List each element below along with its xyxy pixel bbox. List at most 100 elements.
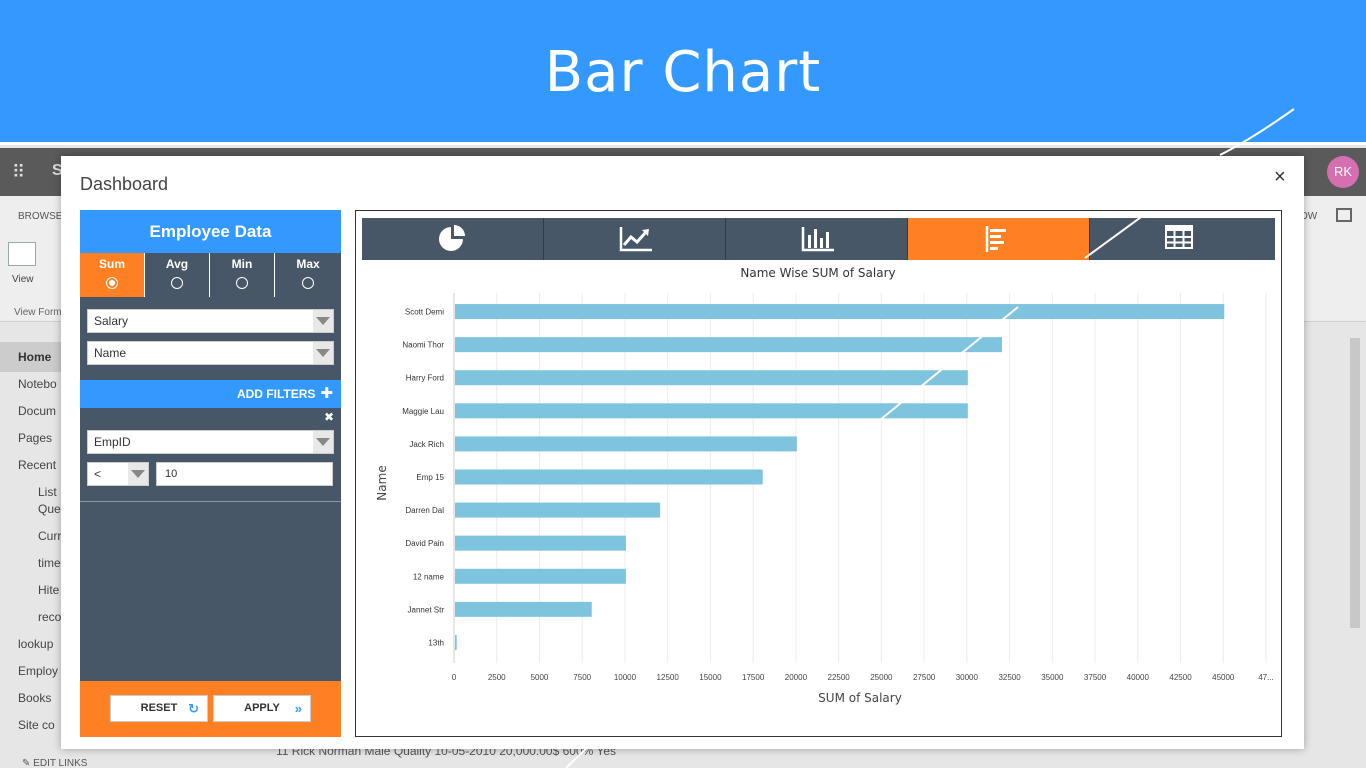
filter-operator-select[interactable]: < — [87, 462, 149, 486]
y-tick-label: Maggie Lau — [402, 407, 444, 416]
aggregation-min[interactable]: Min — [210, 253, 275, 297]
nav-item[interactable]: Books — [18, 691, 52, 705]
site-brand[interactable]: S — [52, 162, 63, 179]
radio-icon[interactable] — [236, 277, 248, 289]
x-tick-label: 45000 — [1212, 673, 1235, 682]
y-tick-label: Jannet Str — [408, 605, 445, 614]
aggregation-avg[interactable]: Avg — [145, 253, 210, 297]
dialog-title: Dashboard — [80, 174, 169, 194]
nav-item[interactable]: Notebo — [18, 377, 57, 391]
page-scrollbar[interactable] — [1350, 338, 1360, 628]
bar-chart-icon — [985, 226, 1006, 252]
x-tick-label: 15000 — [699, 673, 722, 682]
radio-icon[interactable] — [302, 277, 314, 289]
bar — [455, 634, 457, 650]
y-tick-label: Emp 15 — [416, 473, 444, 482]
nav-item[interactable]: Recent — [18, 458, 57, 472]
apply-label: APPLY — [244, 702, 280, 714]
nav-item-home[interactable]: Home — [0, 342, 62, 372]
panel-title: Employee Data — [80, 210, 341, 253]
focus-content-icon[interactable] — [1336, 208, 1352, 222]
nav-item[interactable]: Hite — [38, 583, 60, 597]
bar — [455, 535, 626, 551]
nav-item[interactable]: Pages — [18, 431, 53, 445]
radio-icon[interactable] — [171, 277, 183, 289]
aggregation-max[interactable]: Max — [275, 253, 341, 297]
x-tick-label: 0 — [452, 673, 457, 682]
chart-type-toolbar — [362, 218, 1275, 260]
banner-title: Bar Chart — [544, 40, 822, 105]
chart-panel: Name Wise SUM of Salary 0 2500 5000 7500 1000… — [355, 210, 1282, 737]
reset-button[interactable]: RESET ↻ — [110, 695, 208, 722]
bar-chart-button[interactable] — [908, 218, 1090, 260]
nav-item[interactable]: Curr — [38, 529, 62, 543]
nav-item[interactable]: Employ — [18, 664, 59, 678]
nav-item[interactable]: Docum — [18, 404, 57, 418]
table-view-button[interactable] — [1090, 218, 1275, 260]
add-filters-button[interactable]: ADD FILTERS ✚ — [80, 380, 341, 408]
value-field-value: Salary — [94, 314, 129, 328]
x-tick-label: 42500 — [1169, 673, 1192, 682]
chevron-down-icon[interactable] — [313, 342, 333, 364]
line-chart-button[interactable] — [544, 218, 726, 260]
banner: Bar Chart — [0, 0, 1366, 145]
x-tick-label: 27500 — [913, 673, 936, 682]
x-tick-label: 12500 — [657, 673, 680, 682]
nav-item[interactable]: lookup — [18, 637, 54, 651]
view-icon[interactable] — [8, 242, 36, 266]
nav-item[interactable]: Site co — [18, 718, 55, 732]
filter-field-select[interactable]: EmpID — [87, 430, 334, 454]
chevron-down-icon[interactable] — [313, 310, 333, 332]
y-tick-label: Jack Rich — [409, 440, 444, 449]
view-label[interactable]: View — [12, 274, 34, 285]
edit-links[interactable]: ✎ EDIT LINKS — [22, 758, 88, 768]
nav-item[interactable]: time — [38, 556, 61, 570]
y-tick-label: Darren Dal — [405, 506, 444, 515]
bar — [455, 601, 592, 617]
value-field-select[interactable]: Salary — [87, 309, 334, 333]
remove-filter-icon[interactable]: ✖ — [324, 410, 335, 424]
x-tick-label: 47... — [1258, 673, 1274, 682]
nav-item[interactable]: reco — [38, 610, 62, 624]
x-tick-label: 7500 — [573, 673, 591, 682]
close-icon[interactable]: × — [1274, 166, 1286, 188]
bar — [455, 337, 1003, 353]
apply-button[interactable]: APPLY » — [213, 695, 311, 722]
divider — [80, 501, 341, 502]
reset-label: RESET — [140, 702, 178, 714]
x-tick-label: 40000 — [1127, 673, 1150, 682]
bar — [455, 403, 968, 419]
nav-item[interactable]: Que — [38, 502, 61, 516]
x-tick-label: 35000 — [1041, 673, 1064, 682]
config-panel: Employee Data Sum Avg Min Max Salary Nam… — [80, 210, 341, 737]
avatar[interactable]: RK — [1327, 156, 1359, 188]
bar — [455, 304, 1225, 320]
ribbon-tab-browse[interactable]: BROWSE — [18, 211, 63, 222]
column-chart-button[interactable] — [726, 218, 908, 260]
y-tick-label: 13th — [428, 638, 444, 647]
refresh-icon: ↻ — [188, 701, 199, 716]
edit-links-label[interactable]: EDIT LINKS — [33, 758, 88, 768]
panel-footer: RESET ↻ APPLY » — [80, 681, 341, 737]
group-field-select[interactable]: Name — [87, 341, 334, 365]
filter-field-value: EmpID — [94, 435, 131, 449]
nav-item[interactable]: List — [38, 485, 57, 499]
filter-value-input[interactable] — [156, 462, 333, 486]
chevron-down-icon[interactable] — [128, 463, 148, 485]
radio-icon[interactable] — [106, 277, 118, 289]
double-chevron-right-icon: » — [294, 701, 302, 716]
bar — [455, 469, 763, 485]
pie-chart-button[interactable] — [362, 218, 544, 260]
view-format-label: View Form — [14, 307, 62, 318]
app-launcher-icon[interactable]: ⠿ — [12, 162, 26, 182]
aggregation-sum[interactable]: Sum — [80, 253, 145, 297]
filter-operator-value: < — [94, 467, 102, 481]
bar — [455, 436, 797, 452]
chevron-down-icon[interactable] — [313, 431, 333, 453]
y-tick-label: Naomi Thor — [402, 341, 444, 350]
x-tick-label: 20000 — [785, 673, 808, 682]
table-icon — [1165, 225, 1193, 249]
x-tick-label: 25000 — [870, 673, 893, 682]
x-tick-label: 10000 — [614, 673, 637, 682]
ribbon-tab-right[interactable]: OW — [1300, 211, 1318, 222]
